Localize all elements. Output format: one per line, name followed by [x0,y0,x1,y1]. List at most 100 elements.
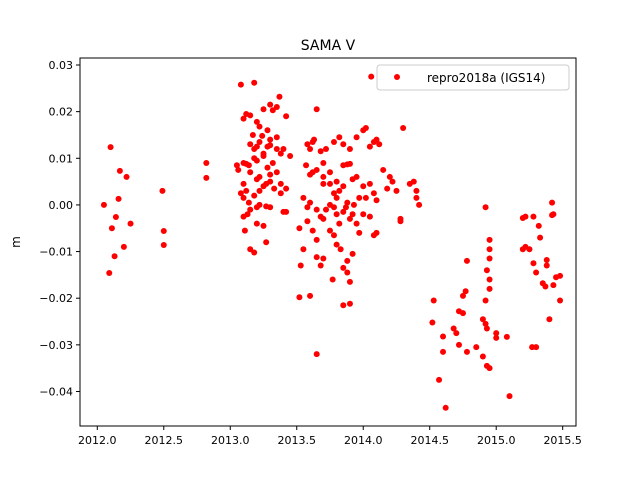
data-point [389,178,396,185]
data-point [307,292,314,299]
data-point [550,211,557,218]
data-point [330,204,337,211]
data-point [543,262,550,269]
data-point [260,150,267,157]
y-axis: −0.04 −0.03 −0.02 −0.01 0.00 0.01 0.02 0.03 [39,59,80,398]
data-point [549,199,556,206]
data-point [256,201,263,208]
data-point [240,180,247,187]
data-point [459,292,466,299]
data-point [264,164,271,171]
data-point [353,220,360,227]
data-point [436,376,443,383]
data-point [237,190,244,197]
data-point [303,162,310,169]
data-point [241,227,248,234]
y-tick-label: −0.01 [39,246,73,259]
data-point [269,107,276,114]
data-point [486,285,493,292]
data-point [267,171,274,178]
data-point [247,206,254,213]
data-point [353,134,360,141]
data-point [397,218,404,225]
data-point [276,93,283,100]
data-point [313,351,320,358]
data-point [506,393,513,400]
data-point [340,183,347,190]
data-point [366,180,373,187]
data-point [160,242,167,249]
data-point [450,325,457,332]
data-point [264,127,271,134]
data-point [115,195,122,202]
x-tick-label: 2013.5 [278,434,317,447]
data-point [344,199,351,206]
data-point [300,194,307,201]
data-point [240,213,247,220]
data-point [356,229,363,236]
data-point [344,257,351,264]
data-point [356,194,363,201]
y-tick-label: 0.02 [49,106,74,119]
data-point [233,162,240,169]
data-point [256,138,263,145]
data-point [493,334,500,341]
data-point [393,187,400,194]
data-point [277,190,284,197]
data-point [330,138,337,145]
data-point [120,243,127,250]
y-tick-label: 0.01 [49,152,74,165]
data-point [346,215,353,222]
data-point [342,204,349,211]
data-point [260,222,267,229]
data-point [287,152,294,159]
y-axis-label: m [9,236,23,248]
data-point [300,246,307,253]
data-point [337,246,344,253]
data-point [340,264,347,271]
data-point [253,220,260,227]
data-point [317,148,324,155]
data-point [159,187,166,194]
data-point [277,180,284,187]
data-point [429,319,436,326]
data-point [247,169,254,176]
data-point [362,124,369,131]
data-point [483,325,490,332]
data-point [240,115,247,122]
data-point [127,220,134,227]
data-point [245,162,252,169]
data-point [526,246,533,253]
data-point [320,173,327,180]
data-point [353,173,360,180]
data-point [323,145,330,152]
data-point [336,134,343,141]
data-point [440,333,447,340]
data-point [453,330,460,337]
data-point [486,365,493,372]
data-point [333,194,340,201]
data-point [530,260,537,267]
data-point [346,145,353,152]
data-point [309,227,316,234]
data-point [247,246,254,253]
x-tick-label: 2014.5 [410,434,449,447]
data-point [329,276,336,283]
data-point [440,348,447,355]
data-point [320,255,327,262]
data-point [108,225,115,232]
data-point [320,159,327,166]
data-point [370,190,377,197]
data-point [243,187,250,194]
data-point [330,232,337,239]
data-point [273,103,280,110]
data-point [313,106,320,113]
data-point [413,194,420,201]
data-point [297,262,304,269]
data-point [271,185,278,192]
data-point [479,316,486,323]
data-point [384,185,391,192]
data-point [307,145,314,152]
data-point [267,142,274,149]
data-point [349,250,356,257]
